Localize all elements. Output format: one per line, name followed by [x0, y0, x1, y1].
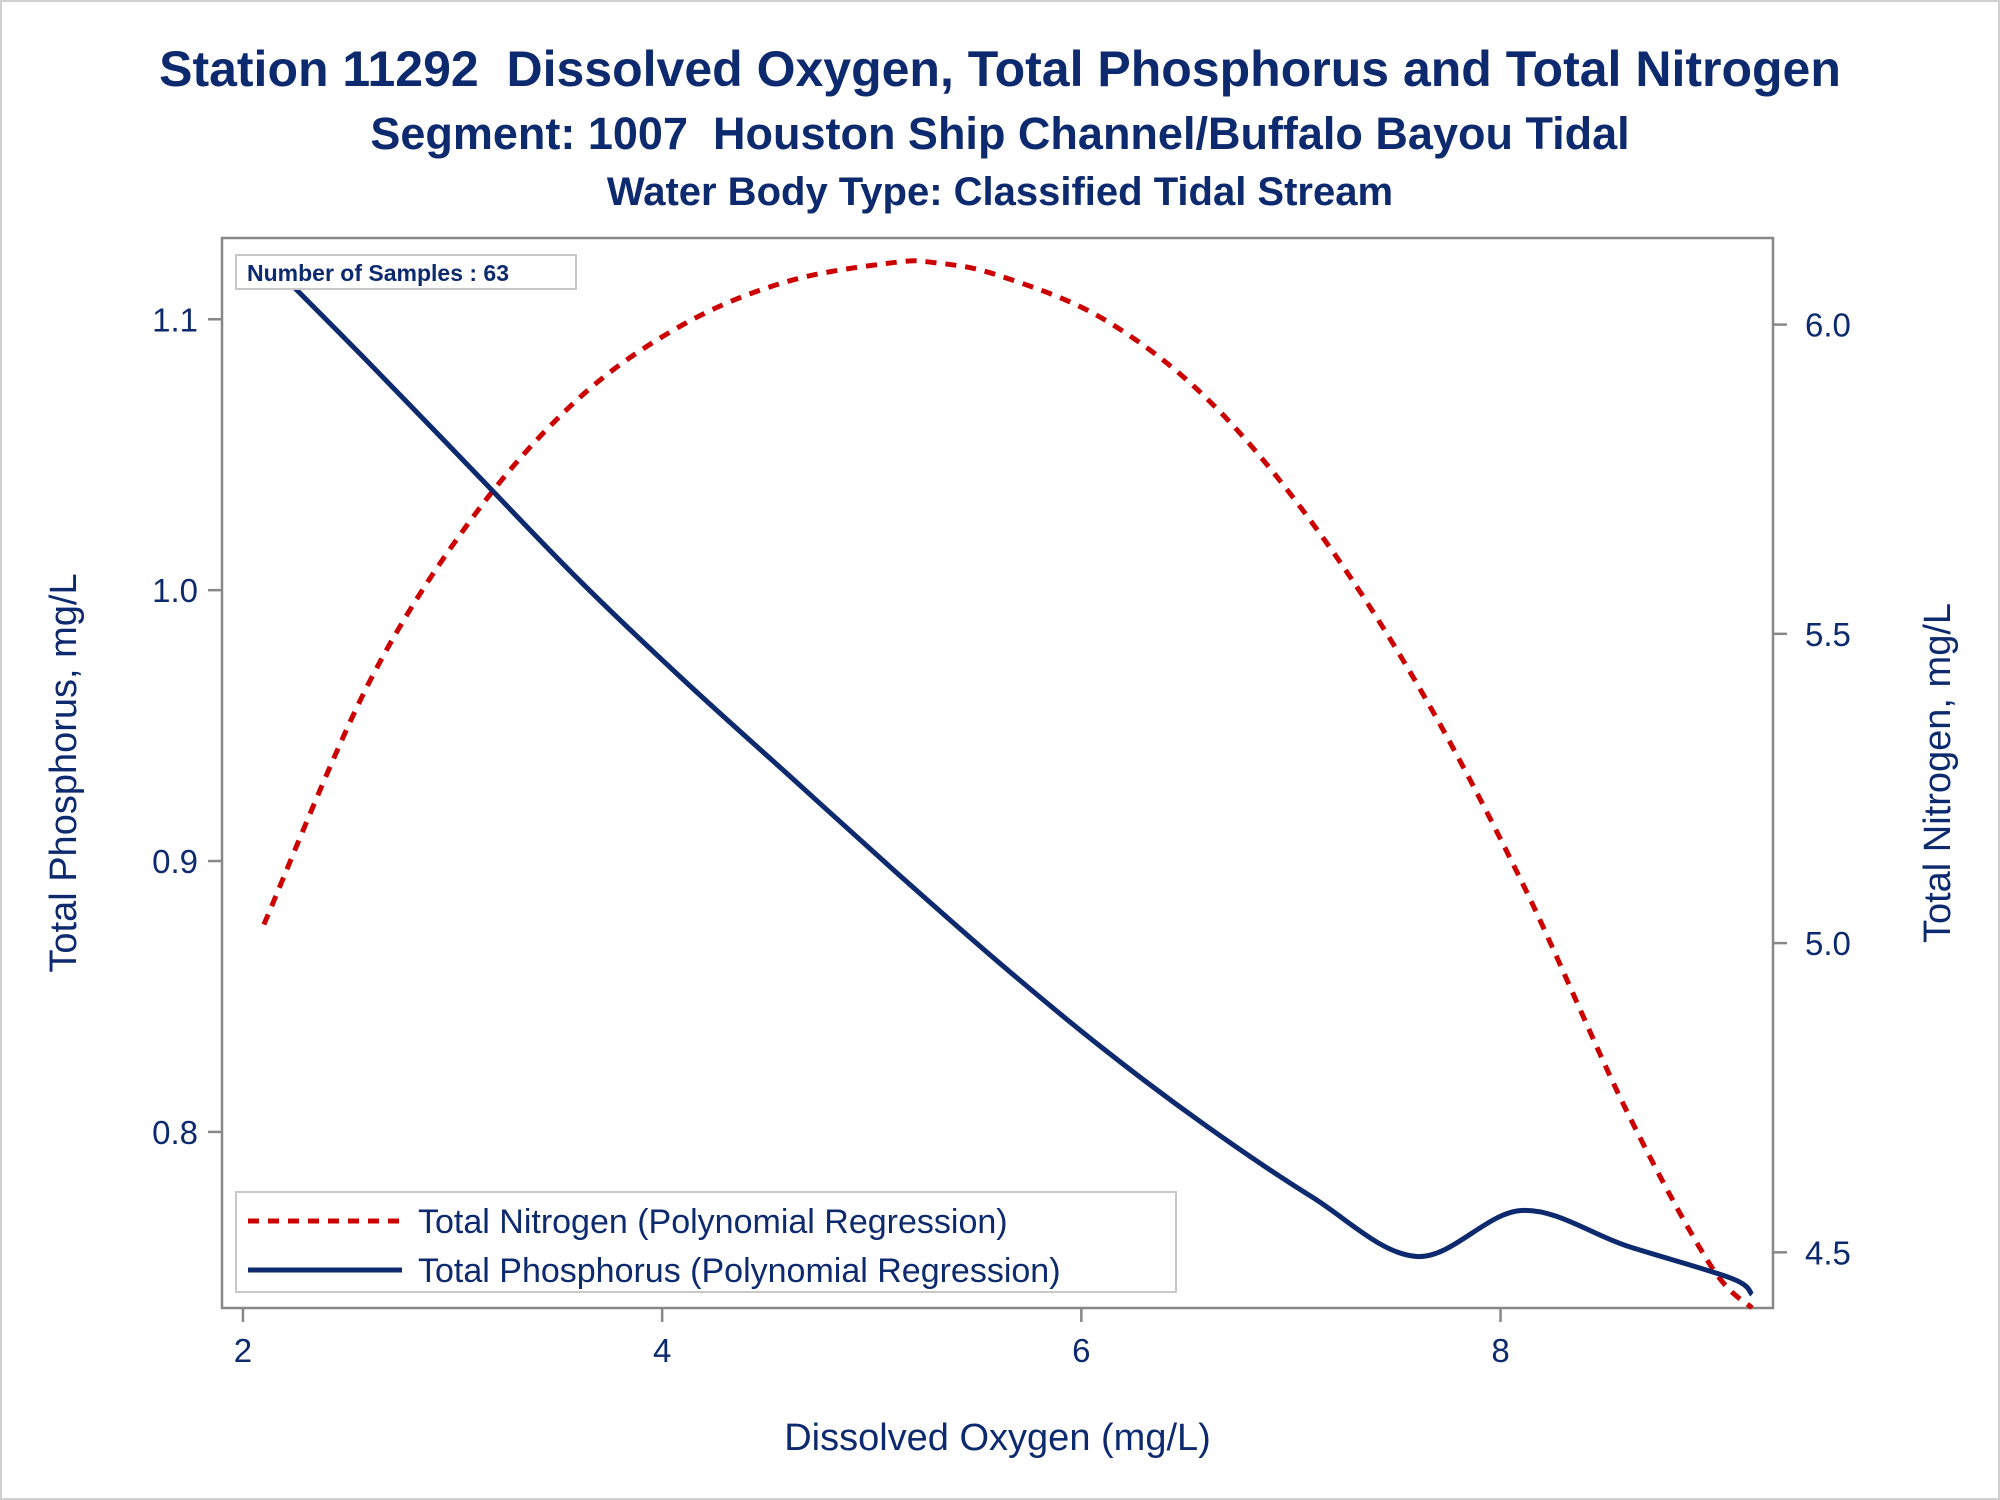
left-axis: 0.8 0.9 1.0 1.1 — [152, 301, 222, 1151]
legend-label: Total Nitrogen (Polynomial Regression) — [418, 1203, 1008, 1241]
x-tick-label: 4 — [653, 1332, 671, 1369]
x-tick-label: 6 — [1072, 1332, 1090, 1369]
plot-area — [220, 236, 1775, 1310]
legend-label: Total Phosphorus (Polynomial Regression) — [418, 1252, 1061, 1290]
chart-subtitle: Segment: 1007 Houston Ship Channel/Buffa… — [370, 108, 1630, 159]
x-tick-label: 2 — [234, 1332, 252, 1369]
x-tick-label: 8 — [1491, 1332, 1509, 1369]
series-line-phosphorus — [262, 255, 1754, 1297]
series-layer — [261, 255, 1754, 1310]
y-right-tick-label: 4.5 — [1805, 1234, 1851, 1271]
y-left-tick-label: 0.9 — [152, 843, 198, 880]
y-left-tick-label: 1.0 — [152, 572, 198, 609]
series-line-nitrogen — [261, 258, 1754, 1310]
y-left-tick-label: 0.8 — [152, 1114, 198, 1151]
x-axis-title: Dissolved Oxygen (mg/L) — [784, 1417, 1211, 1459]
y-axis-right-title: Total Nitrogen, mg/L — [1917, 603, 1959, 943]
sample-count-label: Number of Samples : 63 — [247, 260, 509, 286]
y-right-tick-label: 5.0 — [1805, 925, 1851, 962]
bottom-axis: 2 4 6 8 — [234, 1308, 1510, 1369]
legend: Total Nitrogen (Polynomial Regression) To… — [235, 1191, 1177, 1293]
y-left-tick-label: 1.1 — [152, 301, 198, 338]
chart-title: Station 11292 Dissolved Oxygen, Total Ph… — [159, 41, 1841, 97]
y-axis-left-title: Total Phosphorus, mg/L — [43, 573, 85, 972]
chart-subtitle-2: Water Body Type: Classified Tidal Stream — [606, 170, 1394, 214]
y-right-tick-label: 6.0 — [1805, 307, 1851, 344]
y-right-tick-label: 5.5 — [1805, 616, 1851, 653]
right-axis: 4.5 5.0 5.5 6.0 — [1773, 307, 1851, 1271]
sample-count-box: Number of Samples : 63 — [235, 254, 577, 290]
